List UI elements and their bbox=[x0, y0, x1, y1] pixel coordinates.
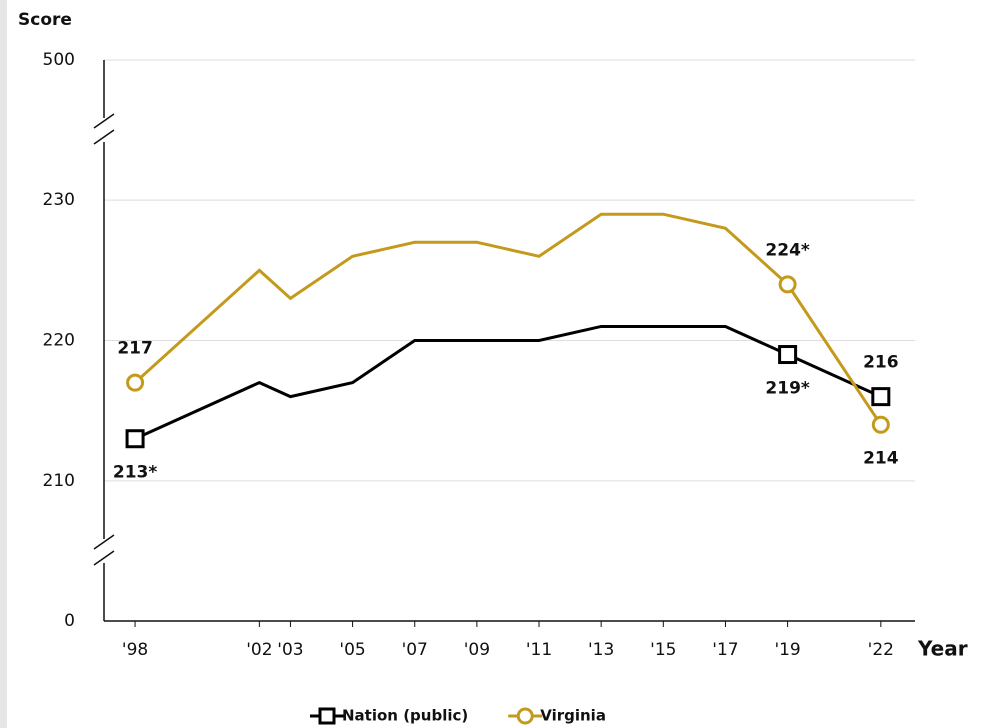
y-tick-label: 210 bbox=[43, 471, 75, 491]
data-label: 216 bbox=[863, 353, 899, 373]
x-tick-label: '13 bbox=[588, 640, 614, 660]
x-tick-label: '11 bbox=[526, 640, 552, 660]
data-label: 217 bbox=[117, 339, 153, 359]
y-tick-label: 230 bbox=[43, 190, 75, 210]
marker bbox=[778, 275, 797, 294]
marker bbox=[126, 373, 145, 392]
x-tick-label: '09 bbox=[464, 640, 490, 660]
series-line bbox=[134, 324, 882, 441]
legend-marker bbox=[516, 707, 534, 725]
x-tick-label: '07 bbox=[402, 640, 428, 660]
data-label: 213* bbox=[113, 463, 157, 483]
x-tick-label: '03 bbox=[277, 640, 303, 660]
x-tick-label: '15 bbox=[650, 640, 676, 660]
data-label: 214 bbox=[863, 449, 899, 469]
x-tick-label: '22 bbox=[868, 640, 894, 660]
y-tick-label: 0 bbox=[64, 611, 75, 631]
marker bbox=[125, 429, 145, 449]
side-strip bbox=[0, 0, 7, 728]
data-label: 219* bbox=[765, 379, 809, 399]
axis-break bbox=[93, 113, 115, 145]
legend-label: Nation (public) bbox=[342, 707, 468, 725]
x-tick-label: '17 bbox=[712, 640, 738, 660]
data-label: 224* bbox=[765, 240, 809, 260]
marker bbox=[871, 387, 891, 407]
y-tick-label: 500 bbox=[43, 50, 75, 70]
marker bbox=[871, 415, 890, 434]
y-tick-label: 220 bbox=[43, 331, 75, 351]
x-tick-label: '19 bbox=[774, 640, 800, 660]
x-tick-label: '98 bbox=[122, 640, 148, 660]
axis-break bbox=[93, 534, 115, 566]
series-line bbox=[134, 212, 883, 426]
legend-label: Virginia bbox=[540, 707, 606, 725]
x-tick-label: '05 bbox=[339, 640, 365, 660]
marker bbox=[778, 345, 798, 365]
legend-marker bbox=[318, 707, 336, 725]
x-tick-label: '02 bbox=[246, 640, 272, 660]
x-axis-label: Year bbox=[917, 637, 968, 661]
y-axis-label: Score bbox=[18, 10, 72, 30]
